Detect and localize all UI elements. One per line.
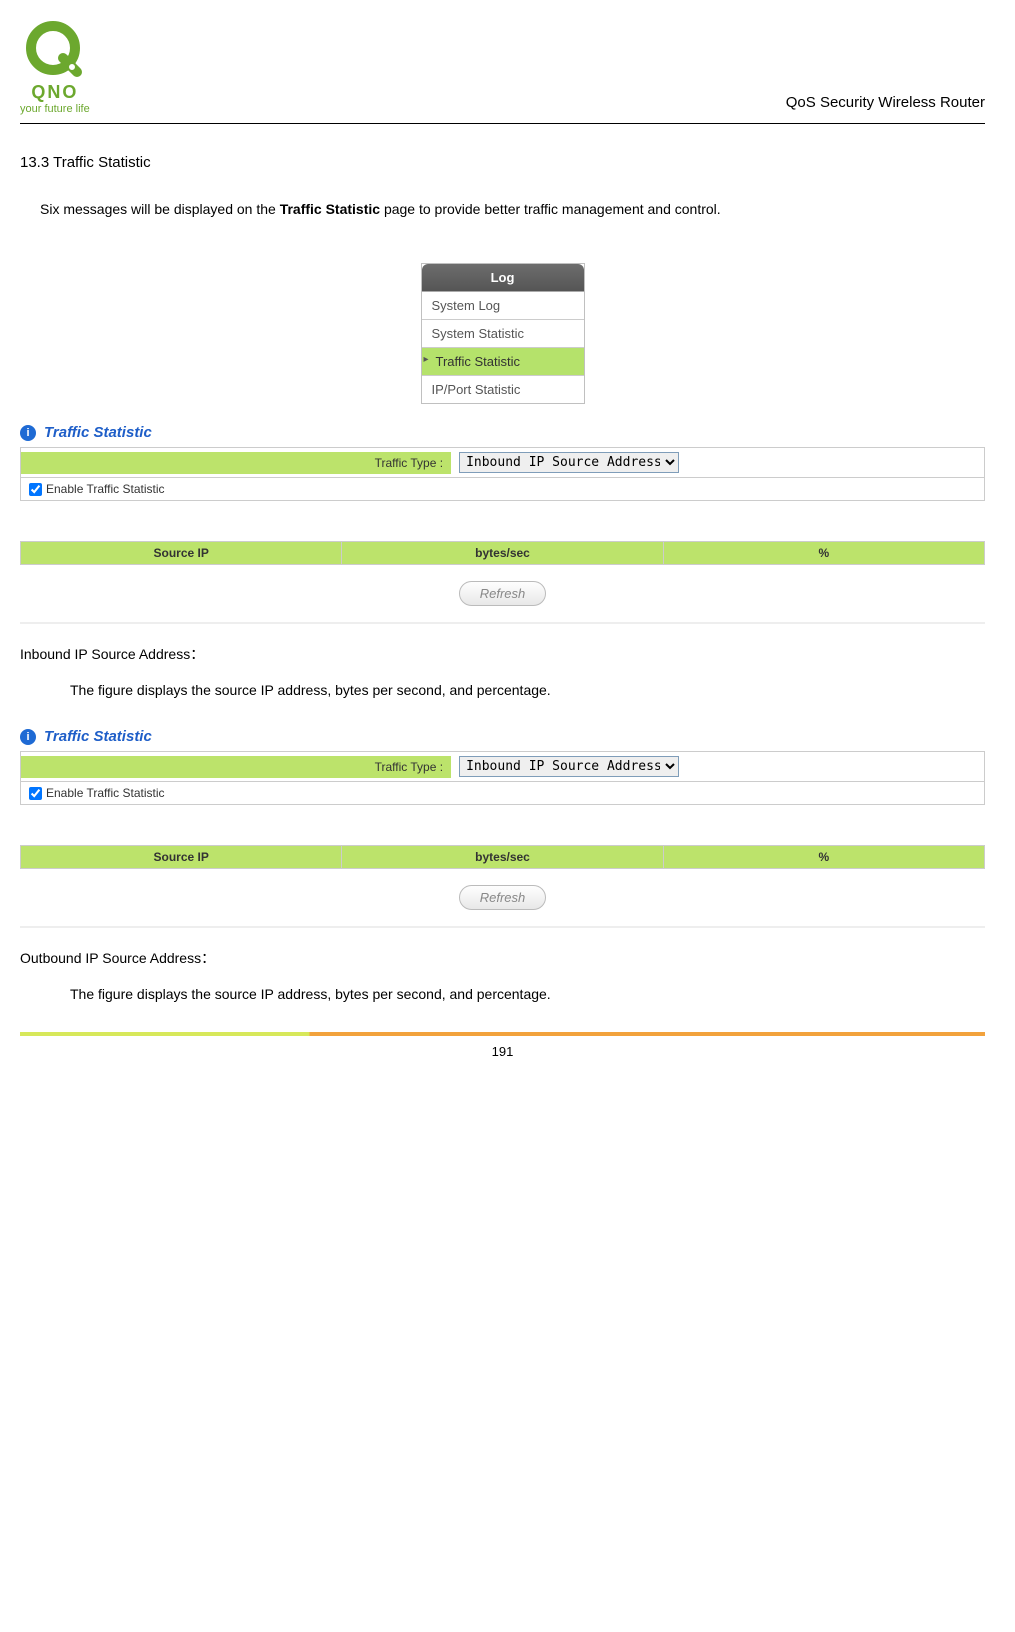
stats-table-header: Source IP bytes/sec %	[20, 541, 985, 565]
intro-bold: Traffic Statistic	[280, 201, 380, 217]
refresh-button[interactable]: Refresh	[459, 581, 547, 606]
intro-text: Six messages will be displayed on the Tr…	[40, 195, 985, 223]
panel-title: Traffic Statistic	[44, 424, 152, 441]
traffic-type-select-2[interactable]: Inbound IP Source Address	[459, 756, 679, 777]
control-box-2: Traffic Type : Inbound IP Source Address…	[20, 751, 985, 805]
log-menu: Log System Log System Statistic Traffic …	[421, 263, 585, 404]
intro-pre: Six messages will be displayed on the	[40, 201, 280, 217]
info-icon: i	[20, 425, 36, 441]
col-source-ip: Source IP	[21, 542, 342, 564]
enable-traffic-label-2: Enable Traffic Statistic	[46, 786, 165, 800]
traffic-type-label-2: Traffic Type :	[21, 756, 451, 778]
inbound-heading: Inbound IP Source Address：	[20, 644, 985, 664]
outbound-heading: Outbound IP Source Address：	[20, 948, 985, 968]
col-bytes-sec: bytes/sec	[342, 542, 663, 564]
col-percent: %	[664, 542, 984, 564]
product-title: QoS Security Wireless Router	[786, 94, 985, 111]
section-title: 13.3 Traffic Statistic	[20, 154, 985, 171]
page-header: QNO your future life QoS Security Wirele…	[20, 20, 985, 115]
traffic-type-select[interactable]: Inbound IP Source Address	[459, 452, 679, 473]
refresh-button-2[interactable]: Refresh	[459, 885, 547, 910]
stats-table-header-2: Source IP bytes/sec %	[20, 845, 985, 869]
panel-title-2: Traffic Statistic	[44, 728, 152, 745]
log-menu-item-ip-port-statistic[interactable]: IP/Port Statistic	[422, 376, 584, 403]
log-menu-tab: Log	[422, 264, 584, 292]
logo-block: QNO your future life	[20, 20, 90, 115]
control-box: Traffic Type : Inbound IP Source Address…	[20, 447, 985, 501]
traffic-type-label: Traffic Type :	[21, 452, 451, 474]
panel-title-row-2: i Traffic Statistic	[20, 728, 985, 745]
footer-white	[20, 1036, 985, 1038]
inbound-desc: The figure displays the source IP addres…	[70, 682, 985, 698]
traffic-statistic-panel-2: i Traffic Statistic Traffic Type : Inbou…	[20, 728, 985, 928]
header-divider	[20, 123, 985, 124]
log-menu-item-system-statistic[interactable]: System Statistic	[422, 320, 584, 348]
enable-traffic-checkbox[interactable]	[29, 483, 42, 496]
logo-tagline: your future life	[20, 103, 90, 115]
enable-traffic-checkbox-2[interactable]	[29, 787, 42, 800]
info-icon: i	[20, 729, 36, 745]
outbound-desc: The figure displays the source IP addres…	[70, 986, 985, 1002]
logo-q-icon	[25, 20, 85, 80]
col-bytes-sec-2: bytes/sec	[342, 846, 663, 868]
traffic-statistic-panel-1: i Traffic Statistic Traffic Type : Inbou…	[20, 424, 985, 624]
col-source-ip-2: Source IP	[21, 846, 342, 868]
log-menu-item-system-log[interactable]: System Log	[422, 292, 584, 320]
intro-post: page to provide better traffic managemen…	[380, 201, 721, 217]
logo-text: QNO	[31, 82, 78, 103]
page-number: 191	[20, 1044, 985, 1059]
log-menu-item-traffic-statistic[interactable]: Traffic Statistic	[422, 348, 584, 376]
panel-title-row: i Traffic Statistic	[20, 424, 985, 441]
col-percent-2: %	[664, 846, 984, 868]
enable-traffic-label: Enable Traffic Statistic	[46, 482, 165, 496]
